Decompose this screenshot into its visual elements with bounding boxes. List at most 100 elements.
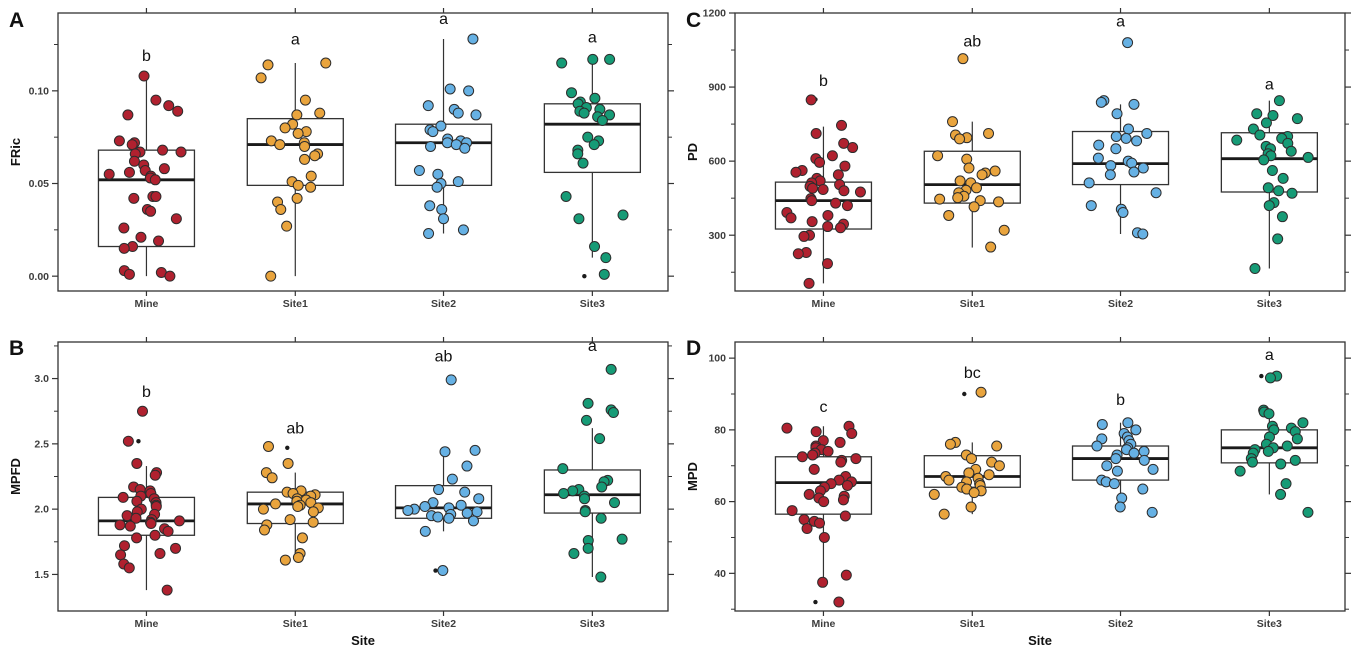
jitter-point — [934, 193, 946, 205]
jitter-point — [608, 497, 620, 509]
jitter-point — [150, 190, 162, 202]
panel-B: 1.5 2.0 2.5 3.0 Mine Site1 Site2 Site3 MPFD Site B… — [0, 328, 677, 657]
jitter-point — [172, 105, 184, 117]
jitter-point — [470, 109, 482, 121]
jitter-point — [425, 140, 437, 152]
jitter-point — [976, 169, 988, 181]
jitter-point — [402, 504, 414, 516]
jitter-point — [292, 501, 304, 513]
jitter-point — [424, 200, 436, 212]
jitter-point — [998, 224, 1010, 236]
outlier-dot — [582, 273, 587, 279]
jitter-point — [1137, 483, 1149, 495]
jitter-point — [567, 485, 579, 497]
jitter-point — [947, 116, 959, 128]
x-category-label: Site1 — [960, 618, 985, 630]
y-tick-label: 60 — [714, 496, 726, 508]
jitter-point — [459, 486, 471, 498]
jitter-point — [582, 397, 594, 409]
jitter-point — [123, 562, 135, 574]
jitter-point — [131, 457, 143, 469]
jitter-point — [600, 252, 612, 264]
jitter-point — [153, 235, 165, 247]
jitter-point — [810, 127, 822, 139]
jitter-point — [1289, 454, 1301, 466]
panel-letter: C — [686, 9, 701, 32]
jitter-point — [835, 456, 847, 468]
jitter-point — [118, 222, 130, 234]
jitter-point — [1111, 108, 1123, 120]
jitter-point — [145, 205, 157, 217]
jitter-point — [469, 444, 481, 456]
jitter-point — [1275, 458, 1287, 470]
jitter-point — [1092, 152, 1104, 164]
y-tick-label: 100 — [708, 353, 726, 365]
jitter-point — [1091, 440, 1103, 452]
jitter-point — [1108, 478, 1120, 490]
jitter-point — [604, 109, 616, 121]
jitter-point — [814, 156, 826, 168]
jitter-point — [1114, 501, 1126, 513]
significance-letter: b — [1116, 392, 1125, 409]
jitter-point — [1254, 129, 1266, 141]
jitter-point — [954, 175, 966, 187]
jitter-point — [431, 181, 443, 193]
jitter-point — [847, 142, 859, 154]
jitter-point — [810, 426, 822, 438]
jitter-point — [1083, 177, 1095, 189]
jitter-point — [118, 242, 130, 254]
boxplot-group-mine: c — [774, 399, 873, 608]
jitter-point — [607, 407, 619, 419]
jitter-point — [1117, 206, 1129, 218]
x-category-label: Site2 — [431, 618, 456, 630]
jitter-point — [136, 405, 148, 417]
jitter-point — [1111, 465, 1123, 477]
jitter-point — [265, 270, 277, 282]
jitter-point — [161, 584, 173, 596]
jitter-point — [836, 119, 848, 131]
jitter-point — [1096, 418, 1108, 430]
jitter-point — [299, 140, 311, 152]
panel-letter: A — [9, 9, 24, 32]
jitter-point — [566, 87, 578, 99]
jitter-point — [257, 503, 269, 515]
jitter-point — [595, 571, 607, 583]
x-axis: Mine Site1 Site2 Site3 — [811, 337, 1282, 630]
jitter-point — [275, 203, 287, 215]
jitter-point — [965, 501, 977, 513]
y-axis-title: MPFD — [8, 458, 23, 495]
jitter-point — [291, 192, 303, 204]
y-axis: 300 600 900 1200 — [703, 8, 1351, 273]
jitter-point — [817, 184, 829, 196]
jitter-point — [452, 107, 464, 119]
significance-letter: b — [819, 73, 828, 90]
jitter-point — [822, 221, 834, 233]
jitter-point — [467, 515, 479, 527]
jitter-point — [444, 83, 456, 95]
jitter-point — [441, 137, 453, 149]
boxplot-group-site1: ab — [923, 33, 1021, 253]
jitter-point — [557, 463, 569, 475]
jitter-point — [796, 451, 808, 463]
jitter-point — [445, 374, 457, 386]
jitter-point — [262, 59, 274, 71]
jitter-point — [131, 532, 143, 544]
jitter-point — [419, 525, 431, 537]
jitter-point — [1137, 228, 1149, 240]
jitter-point — [560, 190, 572, 202]
jitter-point — [1110, 130, 1122, 142]
jitter-point — [568, 548, 580, 560]
boxplot-group-mine: b — [97, 48, 196, 282]
jitter-point — [821, 258, 833, 270]
jitter-point — [822, 209, 834, 221]
jitter-point — [954, 133, 966, 145]
y-tick-label: 2.0 — [34, 504, 49, 516]
y-tick-label: 600 — [708, 156, 726, 168]
jitter-point — [589, 92, 601, 104]
jitter-point — [993, 196, 1005, 208]
jitter-point — [989, 165, 1001, 177]
x-category-label: Site1 — [960, 298, 985, 310]
jitter-point — [966, 453, 978, 465]
jitter-point — [1249, 263, 1261, 275]
jitter-point — [961, 153, 973, 165]
